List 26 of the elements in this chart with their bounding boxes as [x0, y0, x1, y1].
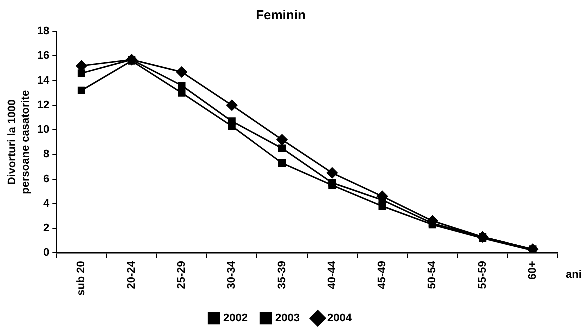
x-tick-label: 20-24: [126, 260, 138, 290]
y-tick-label: 12: [37, 99, 50, 112]
x-tick-label: 25-29: [176, 261, 188, 290]
y-tick-label: 6: [44, 173, 50, 186]
x-tick-label: 35-39: [276, 261, 288, 290]
y-tick-label: 0: [44, 247, 50, 260]
legend-label: 2004: [327, 312, 353, 325]
y-axis-title: Divorturi la 1000 persoane casatorite: [6, 90, 32, 194]
y-tick-label: 18: [37, 26, 50, 38]
x-tick-label: 45-49: [376, 261, 389, 290]
y-tick-label: 8: [44, 148, 50, 161]
x-tick-label: 40-44: [326, 260, 338, 290]
legend-label: 2003: [276, 312, 300, 325]
legend-label: 2002: [224, 312, 248, 325]
x-tick-label: 55-59: [476, 261, 489, 290]
x-tick-label: 50-54: [426, 260, 439, 290]
x-tick-label: 30-34: [226, 260, 238, 290]
x-tick-label: 60+: [526, 261, 539, 280]
y-tick-label: 14: [37, 74, 51, 87]
chart-title: Feminin: [256, 7, 306, 22]
y-tick-label: 16: [37, 50, 50, 62]
x-tick-label: sub 20: [76, 261, 88, 296]
y-tick-label: 4: [44, 198, 51, 210]
y-tick-label: 2: [44, 222, 50, 235]
y-tick-label: 10: [37, 124, 50, 136]
x-axis-title: ani: [566, 269, 582, 282]
